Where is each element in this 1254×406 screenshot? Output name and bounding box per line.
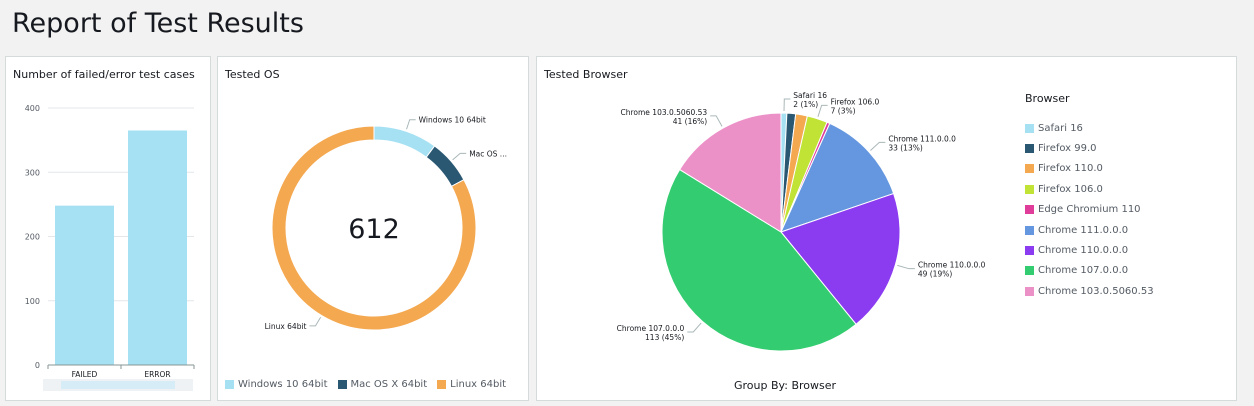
- donut-callout-label: Mac OS ...: [469, 149, 507, 158]
- legend-item-edge-110[interactable]: Edge Chromium 110: [1025, 200, 1154, 220]
- pie-callout-value: 7 (3%): [831, 106, 856, 115]
- donut-callout-label: Windows 10 64bit: [419, 116, 486, 125]
- y-tick-label: 200: [25, 233, 40, 242]
- pie-slice-chrome-111-0-0-0: [780, 122, 895, 233]
- legend-item-safari-16[interactable]: Safari 16: [1025, 118, 1154, 138]
- browser-legend: Browser Safari 16 Firefox 99.0 Firefox 1…: [1025, 92, 1154, 302]
- legend-item-macos[interactable]: Mac OS X 64bit: [337, 379, 427, 390]
- donut-slice-linux-64bit: [271, 125, 477, 331]
- y-tick-label: 400: [25, 104, 40, 113]
- legend-item-windows[interactable]: Windows 10 64bit: [225, 379, 328, 390]
- donut-slice-windows-10-64bit: [373, 125, 436, 158]
- pie-callout-name: Chrome 110.0.0.0: [918, 261, 986, 270]
- legend-title: Browser: [1025, 92, 1070, 105]
- pie-chart: Safari 162 (1%) Firefox 106.07 (3%) Chrome…: [617, 91, 986, 352]
- bar-chart: 0 100 200 300 400 FAILED ERROR: [25, 104, 195, 379]
- pie-callout-name: Chrome 107.0.0.0: [617, 324, 685, 333]
- pie-callout-line: [710, 115, 723, 127]
- donut-slice-mac-os-x-64bit: [425, 145, 465, 188]
- legend-item-chrome-110[interactable]: Chrome 110.0.0.0: [1025, 240, 1154, 260]
- os-legend: Windows 10 64bit Mac OS X 64bit Linux 64…: [225, 379, 506, 390]
- pie-callout-value: 113 (45%): [645, 333, 684, 342]
- pie-slice-chrome-107-0-0-0: [661, 168, 857, 352]
- donut-center-value: 612: [348, 214, 400, 245]
- pie-callout-value: 49 (19%): [918, 270, 953, 279]
- legend-item-chrome-111[interactable]: Chrome 111.0.0.0: [1025, 220, 1154, 240]
- donut-callout-line: [406, 119, 416, 130]
- legend-item-chrome-103[interactable]: Chrome 103.0.5060.53: [1025, 281, 1154, 301]
- failed-error-card: Number of failed/error test cases 0 100 20…: [5, 56, 211, 401]
- tested-os-card: Tested OS Windows 10 64bit Mac OS ... Linu…: [217, 56, 529, 401]
- legend-item-linux[interactable]: Linux 64bit: [437, 379, 506, 390]
- tested-browser-card: Tested Browser Safari 16 2 (1%) Firefox 10…: [536, 56, 1237, 401]
- legend-item-firefox-110[interactable]: Firefox 110.0: [1025, 159, 1154, 179]
- group-by-label: Group By: Browser: [734, 379, 837, 392]
- pie-callout-line: [897, 264, 915, 270]
- x-tick-label: FAILED: [72, 370, 98, 379]
- pie-callout-name: Firefox 106.0: [831, 97, 880, 106]
- pie-callout-name: Chrome 103.0.5060.53: [621, 108, 708, 117]
- donut-callout-label: Linux 64bit: [265, 322, 307, 331]
- y-tick-label: 300: [25, 168, 40, 177]
- donut-chart: Windows 10 64bit Mac OS ... Linux 64bit 612: [265, 116, 507, 331]
- y-tick-label: 100: [25, 297, 40, 306]
- donut-callout-line: [452, 152, 467, 161]
- pie-callout-line: [870, 141, 886, 151]
- donut-callout-line: [309, 316, 322, 327]
- chart-scrollbar[interactable]: [43, 379, 193, 391]
- pie-callout-line: [687, 322, 702, 333]
- pie-callout-line: [817, 104, 828, 117]
- pie-callout-line: [783, 98, 791, 112]
- pie-callout-name: Safari 16: [793, 91, 827, 100]
- pie-callout-name: Chrome 111.0.0.0: [888, 134, 956, 143]
- pie-slice-chrome-103-0-5060-53: [679, 112, 782, 233]
- page-title: Report of Test Results: [12, 8, 304, 39]
- donut-chart-title: Tested OS: [225, 68, 280, 81]
- bar-error: [128, 130, 187, 365]
- legend-item-firefox-106[interactable]: Firefox 106.0: [1025, 179, 1154, 199]
- legend-item-chrome-107[interactable]: Chrome 107.0.0.0: [1025, 261, 1154, 281]
- scrollbar-thumb[interactable]: [61, 381, 175, 389]
- x-tick-label: ERROR: [144, 370, 170, 379]
- y-tick-label: 0: [35, 361, 40, 370]
- pie-slice-chrome-110-0-0-0: [780, 192, 901, 326]
- bar-chart-title: Number of failed/error test cases: [13, 68, 195, 81]
- pie-callout-value: 41 (16%): [673, 117, 708, 126]
- bar-failed: [55, 205, 114, 365]
- pie-callout-value: 2 (1%): [793, 100, 818, 109]
- pie-chart-title: Tested Browser: [544, 68, 628, 81]
- pie-callout-value: 33 (13%): [888, 143, 923, 152]
- legend-item-firefox-99[interactable]: Firefox 99.0: [1025, 138, 1154, 158]
